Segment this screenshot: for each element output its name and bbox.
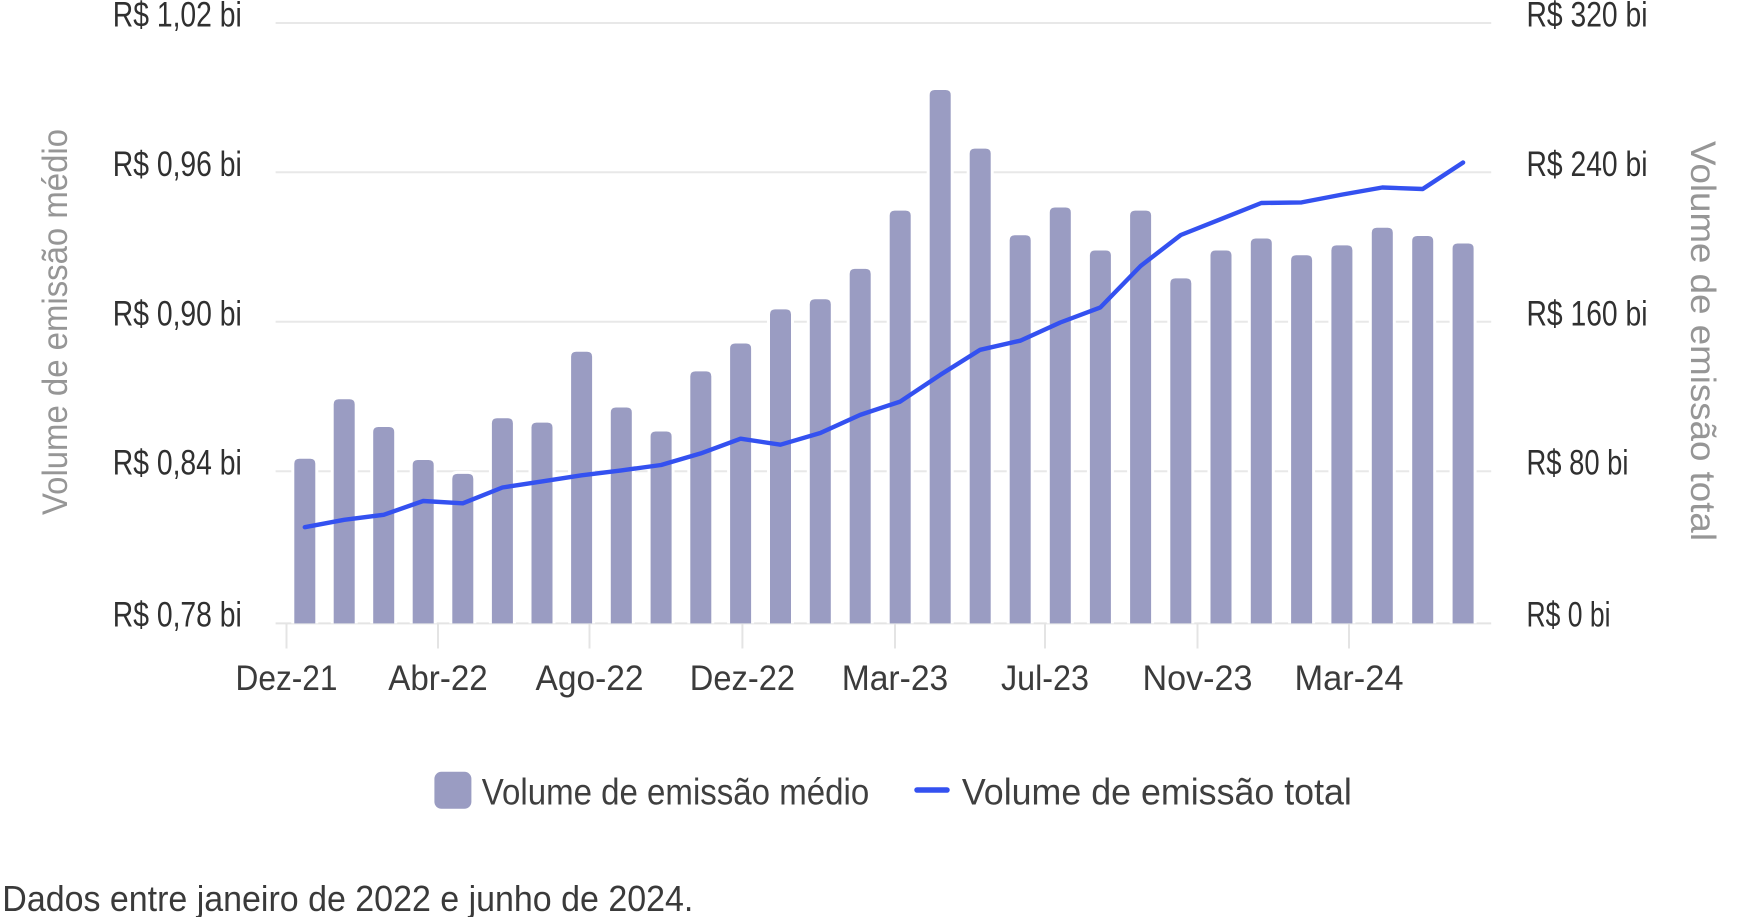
- svg-text:Ago-22: Ago-22: [536, 659, 644, 698]
- svg-text:Abr-22: Abr-22: [388, 659, 487, 698]
- svg-text:R$ 160 bi: R$ 160 bi: [1527, 294, 1648, 333]
- svg-text:Volume de emissão médio: Volume de emissão médio: [36, 129, 75, 515]
- svg-text:Mar-23: Mar-23: [842, 659, 949, 698]
- svg-text:Volume de emissão total: Volume de emissão total: [962, 772, 1352, 813]
- svg-text:Nov-23: Nov-23: [1142, 659, 1252, 698]
- svg-text:R$ 80 bi: R$ 80 bi: [1527, 444, 1629, 483]
- svg-text:Dez-22: Dez-22: [690, 659, 795, 698]
- svg-text:R$ 0 bi: R$ 0 bi: [1527, 596, 1611, 635]
- svg-text:Volume de emissão total: Volume de emissão total: [1683, 141, 1722, 541]
- svg-text:Dez-21: Dez-21: [236, 659, 338, 698]
- svg-text:Dados entre janeiro de 2022 e: Dados entre janeiro de 2022 e junho de 2…: [2, 878, 693, 917]
- svg-text:Jul-23: Jul-23: [1001, 659, 1089, 698]
- svg-text:R$ 1,02 bi: R$ 1,02 bi: [113, 0, 242, 35]
- svg-text:R$ 0,96 bi: R$ 0,96 bi: [113, 145, 242, 184]
- svg-text:R$ 0,84 bi: R$ 0,84 bi: [113, 444, 242, 483]
- svg-text:R$ 240 bi: R$ 240 bi: [1527, 145, 1648, 184]
- svg-text:R$ 0,78 bi: R$ 0,78 bi: [113, 596, 242, 635]
- svg-text:Volume de emissão médio: Volume de emissão médio: [482, 772, 869, 813]
- svg-text:R$ 0,90 bi: R$ 0,90 bi: [113, 294, 242, 333]
- svg-text:Mar-24: Mar-24: [1295, 659, 1404, 698]
- svg-text:R$ 320 bi: R$ 320 bi: [1527, 0, 1648, 35]
